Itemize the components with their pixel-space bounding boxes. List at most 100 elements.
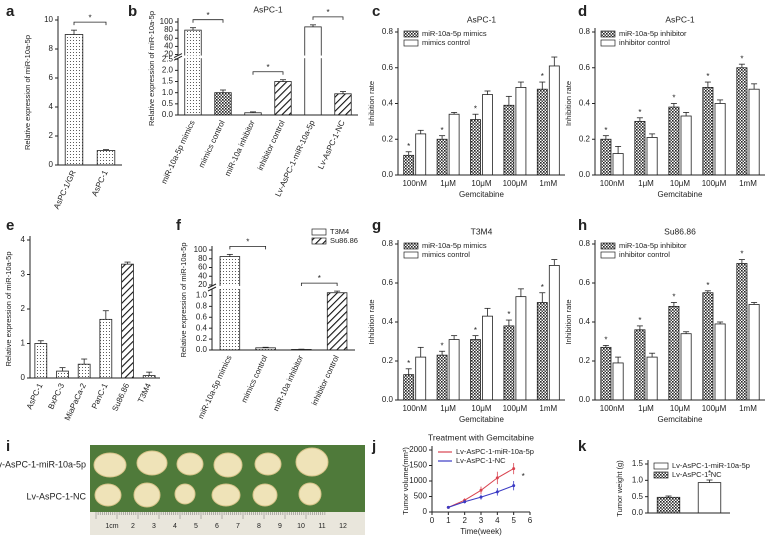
y-tick-label: 0.0 [579, 170, 591, 179]
y-tick-label: 20 [164, 50, 173, 59]
panel-letter: k [578, 438, 587, 455]
significance-bracket [300, 282, 338, 287]
y-axis-label: Relative expression of miR-10a-5p [4, 251, 13, 366]
bar [634, 120, 646, 176]
y-tick-label: 0.2 [196, 334, 208, 343]
legend-swatch [403, 242, 419, 250]
bar [697, 482, 722, 514]
legend-swatch [403, 39, 419, 47]
x-tick-label: 100nM [600, 179, 625, 188]
data-point [479, 488, 483, 492]
y-tick-label: 1.5 [162, 77, 174, 86]
y-axis-label: Relative expression of miR-10a-5p [147, 11, 156, 126]
x-tick-label: AsPC-1 [25, 381, 45, 410]
bar [515, 87, 527, 176]
x-tick-label: 100nM [402, 179, 427, 188]
x-axis-label: Gemcitabine [459, 415, 504, 424]
x-tick-label: inhibitor control [310, 354, 341, 407]
y-tick-label: 2.0 [162, 65, 174, 74]
bar [121, 263, 134, 379]
significance-star: * [266, 63, 269, 72]
y-axis-label: Relative expression of miR-10a-5p [179, 242, 188, 357]
y-tick-label: 0.2 [579, 356, 591, 365]
legend-label: Lv-AsPC-1-NC [672, 470, 722, 479]
y-tick-label: 3 [21, 270, 26, 279]
y-tick-label: 0.0 [196, 345, 208, 354]
y-tick-label: 0.8 [579, 27, 591, 36]
bar [634, 329, 646, 401]
x-tick-label: 100nM [402, 404, 427, 413]
x-tick-label: mimics control [240, 354, 270, 404]
significance-star: * [672, 94, 675, 103]
x-axis-label: Gemcitabine [658, 190, 703, 199]
bar [612, 153, 624, 176]
y-tick-label: 0.6 [579, 278, 591, 287]
tumors [93, 447, 329, 508]
y-tick-label: 1500 [409, 461, 427, 470]
y-tick-label: 2000 [409, 445, 427, 454]
bar [714, 323, 726, 401]
x-tick-label: 1mM [739, 179, 757, 188]
bar [403, 154, 415, 176]
x-tick-label: T3M4 [136, 381, 153, 404]
data-point [495, 490, 499, 494]
chart-title: Su86.86 [664, 226, 696, 236]
bar [184, 29, 202, 116]
y-tick-label: 0.6 [579, 63, 591, 72]
x-tick-label: 1μM [440, 404, 456, 413]
y-tick-label: 2.5 [162, 54, 174, 63]
y-tick-label: 0.0 [382, 395, 394, 404]
significance-star: * [740, 54, 743, 63]
bar [646, 356, 658, 401]
bar [600, 346, 612, 401]
bar [548, 265, 560, 401]
legend-swatch [600, 30, 616, 38]
ruler-label: 1cm [105, 523, 118, 530]
y-tick-label: 100 [160, 17, 174, 26]
chart-title: AsPC-1 [253, 4, 283, 14]
bar [482, 94, 493, 176]
ruler-label: 4 [173, 523, 177, 530]
ruler-label: 3 [152, 523, 156, 530]
x-tick-label: 1mM [539, 404, 557, 413]
bar [503, 104, 515, 176]
ruler [90, 512, 365, 535]
bar [680, 333, 692, 401]
significance-star: * [638, 108, 641, 117]
tumor-photo [90, 445, 365, 535]
y-tick-label: 0 [49, 160, 54, 169]
panel-letter: f [176, 217, 182, 234]
significance-star: * [541, 283, 544, 292]
bar [702, 292, 714, 401]
x-tick-label: 5 [511, 516, 516, 525]
significance-bracket [73, 21, 107, 26]
x-tick-label: 1 [446, 516, 451, 525]
x-tick-label: 100μM [702, 179, 727, 188]
legend-label: miR-10a-5p inhibitor [619, 29, 687, 38]
significance-star: * [638, 316, 641, 325]
y-tick-label: 40 [198, 271, 207, 280]
bar [656, 496, 681, 514]
x-tick-label: 10μM [670, 404, 691, 413]
significance-star: * [441, 341, 444, 350]
significance-star: * [706, 281, 709, 290]
panel-letter: d [578, 3, 587, 20]
legend-label: Su86.86 [330, 236, 358, 245]
significance-bracket [229, 245, 267, 250]
row-label: Lv-AsPC-1-NC [26, 491, 86, 501]
data-point [512, 484, 516, 488]
x-tick-label: miR-10a-5p mimics [159, 119, 196, 185]
y-tick-label: 10 [44, 15, 53, 24]
bar [748, 304, 760, 401]
significance-star: * [708, 469, 711, 478]
y-tick-label: 1.0 [632, 475, 644, 484]
y-tick-label: 0.8 [579, 239, 591, 248]
x-tick-label: PanC-1 [90, 381, 110, 410]
axis-break-slash [173, 55, 183, 61]
significance-star: * [522, 472, 525, 481]
y-tick-label: 20 [198, 280, 207, 289]
y-tick-label: 1.5 [632, 459, 644, 468]
bar [326, 292, 348, 351]
